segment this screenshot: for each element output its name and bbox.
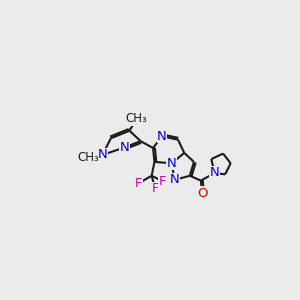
Text: N: N: [210, 167, 220, 179]
Text: F: F: [152, 182, 159, 195]
Text: CH₃: CH₃: [126, 112, 147, 125]
Text: F: F: [159, 175, 166, 188]
Text: O: O: [197, 187, 208, 200]
Text: F: F: [135, 177, 142, 190]
Text: N: N: [98, 148, 107, 161]
Text: N: N: [167, 157, 177, 170]
Text: N: N: [120, 141, 130, 154]
Text: N: N: [157, 130, 167, 143]
Text: N: N: [170, 173, 179, 186]
Text: CH₃: CH₃: [77, 151, 99, 164]
